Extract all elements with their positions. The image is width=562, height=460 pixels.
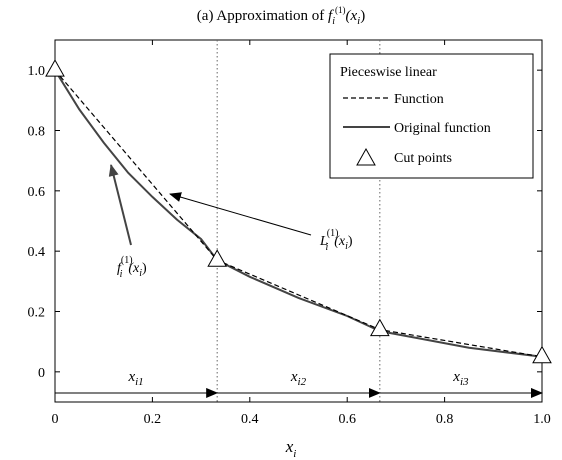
x-tick-label: 0.8 — [436, 412, 454, 427]
legend-function: Function — [394, 92, 444, 107]
L-annotation-label: L(1) i (xi) — [319, 228, 353, 253]
chart-title: (a) Approximation of fi(1)(xi) — [197, 5, 365, 27]
segment-label-3: xi3 — [452, 369, 469, 388]
legend: Pieceswise linear Function Original func… — [329, 53, 534, 179]
y-axis: 0 0.2 0.4 0.6 0.8 1.0 — [28, 64, 542, 381]
x-tick-label: 0 — [52, 412, 59, 427]
cut-point-marker — [532, 345, 552, 364]
y-tick-label: 1.0 — [28, 64, 46, 79]
x-tick-label: 1.0 — [533, 412, 551, 427]
y-tick-label: 0.2 — [28, 306, 46, 321]
y-tick-label: 0.8 — [28, 125, 46, 140]
f-annotation-arrow — [108, 164, 132, 246]
L-annotation-arrow — [169, 192, 312, 236]
legend-original: Original function — [394, 121, 491, 136]
legend-triangle-marker — [356, 147, 376, 166]
y-tick-label: 0.6 — [28, 185, 46, 200]
x-axis-label: xi — [285, 437, 297, 460]
y-tick-label: 0 — [38, 366, 45, 381]
cut-point-marker — [207, 249, 228, 267]
x-tick-label: 0.2 — [144, 412, 162, 427]
series-piecewise-linear — [54, 69, 543, 358]
x-axis: 0 0.2 0.4 0.6 0.8 1.0 — [52, 40, 551, 427]
x-tick-label: 0.4 — [241, 412, 259, 427]
x-tick-label: 0.6 — [338, 412, 356, 427]
plot-frame — [54, 39, 543, 403]
cut-points — [45, 59, 552, 364]
legend-heading: Pieceswise linear — [340, 65, 437, 80]
legend-cut-points: Cut points — [394, 151, 452, 166]
segment-label-2: xi2 — [290, 369, 307, 388]
y-tick-label: 0.4 — [28, 245, 46, 260]
cut-point-marker — [369, 318, 390, 337]
cut-point-marker — [45, 59, 65, 77]
segment-arrows: xi1 xi2 xi3 — [55, 369, 543, 398]
segment-label-1: xi1 — [127, 369, 143, 388]
f-annotation-label: f(1) i (xi) — [117, 255, 147, 280]
